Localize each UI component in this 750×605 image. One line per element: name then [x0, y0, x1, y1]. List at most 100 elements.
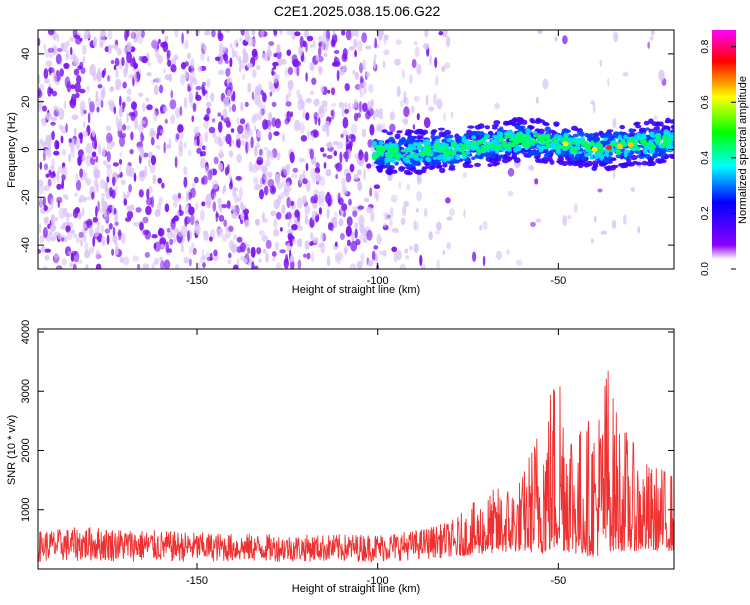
noise-blob — [224, 30, 231, 33]
noise-blob — [338, 197, 344, 206]
noise-blob — [200, 41, 205, 49]
figure-title: C2E1.2025.038.15.06.G22 — [274, 3, 441, 19]
signal-blob — [477, 123, 485, 129]
noise-blob — [98, 35, 106, 45]
noise-blob — [333, 60, 340, 66]
noise-blob — [562, 35, 568, 45]
noise-blob — [356, 169, 362, 176]
noise-blob — [304, 214, 308, 224]
noise-blob — [273, 74, 278, 84]
noise-blob — [273, 229, 279, 237]
noise-blob — [74, 82, 81, 93]
signal-blob — [512, 117, 518, 123]
noise-blob — [119, 135, 125, 147]
noise-blob — [169, 238, 174, 246]
noise-blob — [163, 141, 166, 154]
noise-blob — [179, 131, 184, 140]
noise-blob — [567, 214, 572, 220]
noise-blob — [333, 150, 338, 157]
noise-blob — [416, 63, 422, 75]
noise-blob — [363, 168, 366, 181]
noise-blob — [47, 47, 55, 53]
noise-blob — [284, 118, 290, 125]
signal-blob — [602, 137, 608, 142]
noise-blob — [192, 247, 197, 255]
noise-blob — [201, 177, 205, 185]
noise-blob — [160, 129, 165, 135]
noise-blob — [73, 68, 80, 76]
noise-blob — [96, 71, 102, 82]
noise-blob — [396, 86, 401, 97]
noise-blob — [127, 41, 132, 53]
noise-blob — [344, 83, 350, 92]
signal-blob — [638, 155, 645, 159]
signal-blob — [541, 156, 549, 162]
noise-blob — [286, 49, 292, 56]
signal-blob — [545, 141, 551, 148]
noise-blob — [118, 118, 122, 126]
signal-blob — [660, 152, 668, 157]
noise-blob — [482, 220, 488, 231]
noise-blob — [184, 61, 189, 67]
noise-blob — [161, 30, 165, 35]
signal-blob — [639, 139, 644, 144]
noise-blob — [138, 170, 146, 182]
noise-blob — [401, 69, 405, 79]
y-tick-label: 20 — [20, 96, 32, 108]
noise-blob — [42, 196, 46, 208]
noise-blob — [333, 50, 340, 54]
noise-blob — [373, 54, 377, 60]
noise-blob — [95, 97, 102, 107]
noise-blob — [417, 177, 420, 185]
signal-blob — [425, 144, 432, 150]
noise-blob — [102, 147, 106, 157]
noise-blob — [56, 171, 60, 183]
noise-blob — [350, 134, 356, 143]
noise-blob — [101, 240, 106, 246]
noise-blob — [153, 242, 157, 250]
signal-blob — [426, 157, 432, 163]
noise-blob — [81, 207, 85, 217]
signal-blob — [670, 124, 674, 130]
noise-blob — [271, 251, 277, 257]
noise-blob — [61, 148, 67, 156]
noise-blob — [149, 164, 156, 174]
noise-blob — [130, 131, 134, 141]
y-tick-label: 2000 — [20, 438, 32, 462]
signal-blob — [580, 154, 585, 159]
signal-blob — [439, 167, 446, 174]
noise-blob — [622, 72, 629, 77]
noise-blob — [507, 190, 514, 197]
noise-blob — [327, 89, 331, 94]
noise-blob — [106, 166, 112, 178]
noise-blob — [423, 207, 428, 217]
noise-blob — [133, 172, 137, 182]
signal-blob — [442, 163, 448, 168]
noise-blob — [247, 82, 252, 93]
noise-blob — [336, 69, 340, 82]
noise-blob — [80, 67, 86, 74]
noise-blob — [265, 159, 271, 167]
signal-blob — [470, 142, 475, 147]
noise-blob — [43, 184, 51, 192]
noise-blob — [54, 217, 58, 222]
noise-blob — [285, 101, 292, 107]
signal-blob — [538, 119, 545, 123]
signal-blob — [483, 133, 490, 140]
noise-blob — [161, 182, 165, 189]
noise-blob — [369, 187, 373, 197]
noise-blob — [41, 117, 47, 127]
noise-blob — [354, 153, 359, 159]
signal-blob — [421, 166, 429, 170]
signal-blob — [381, 129, 388, 133]
noise-blob — [56, 265, 63, 269]
noise-blob — [183, 257, 190, 264]
noise-blob — [138, 92, 144, 97]
noise-blob — [637, 226, 641, 234]
noise-blob — [203, 232, 209, 241]
noise-blob — [262, 214, 265, 219]
noise-blob — [186, 190, 189, 203]
noise-blob — [238, 186, 243, 199]
noise-blob — [51, 214, 54, 220]
